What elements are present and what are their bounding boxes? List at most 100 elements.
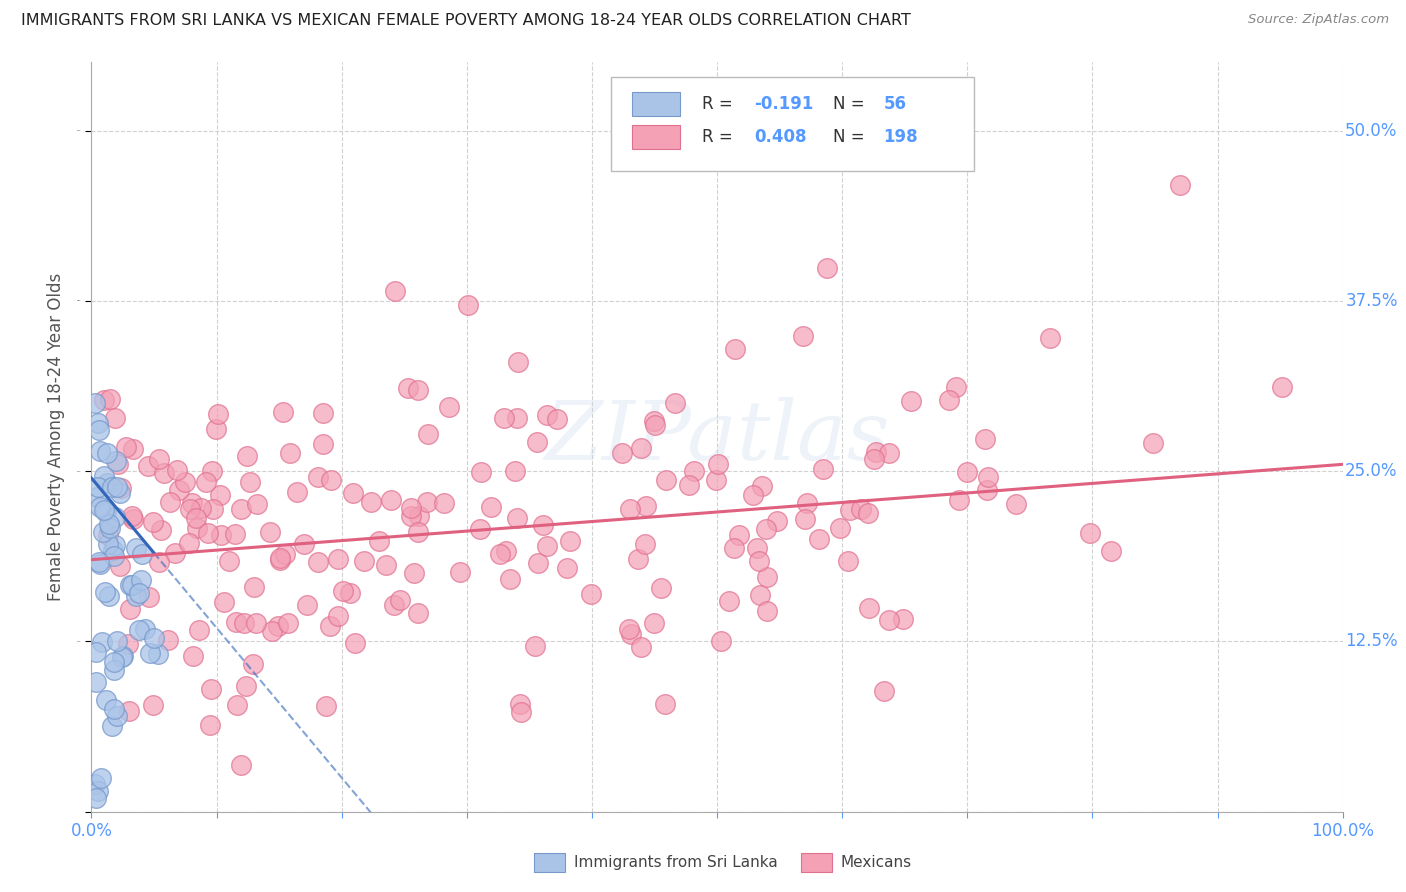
- Point: [205, 422, 228, 436]
- Point: [620, 627, 643, 641]
- Point: [509, 697, 531, 711]
- Point: [449, 565, 471, 579]
- Point: [811, 462, 834, 476]
- Point: [900, 394, 922, 409]
- Point: [742, 488, 765, 502]
- Point: [150, 524, 173, 538]
- Point: [245, 616, 267, 631]
- Point: [581, 587, 603, 601]
- Point: [360, 495, 382, 509]
- Point: [489, 547, 512, 561]
- Point: [388, 593, 411, 607]
- Point: [242, 657, 264, 672]
- Point: [856, 506, 879, 520]
- Point: [101, 479, 124, 493]
- Point: [89, 423, 111, 437]
- Point: [1078, 526, 1101, 541]
- Point: [499, 572, 522, 586]
- Point: [111, 649, 134, 664]
- Y-axis label: Female Poverty Among 18-24 Year Olds: Female Poverty Among 18-24 Year Olds: [48, 273, 66, 601]
- Point: [315, 698, 337, 713]
- Point: [246, 497, 269, 511]
- Point: [945, 380, 967, 394]
- Text: 50.0%: 50.0%: [1346, 121, 1398, 139]
- Point: [766, 514, 789, 528]
- Text: R =: R =: [702, 95, 738, 112]
- Point: [166, 463, 188, 477]
- Point: [891, 612, 914, 626]
- Point: [138, 590, 160, 604]
- Point: [277, 616, 299, 631]
- Point: [156, 633, 179, 648]
- Point: [524, 640, 547, 654]
- Point: [209, 528, 232, 542]
- Point: [401, 509, 423, 524]
- Point: [644, 417, 666, 432]
- Text: 0.408: 0.408: [755, 128, 807, 146]
- Point: [756, 570, 779, 584]
- Point: [98, 589, 121, 603]
- Point: [103, 655, 125, 669]
- Point: [728, 527, 751, 541]
- Point: [506, 511, 529, 525]
- Point: [1039, 331, 1062, 345]
- Point: [91, 635, 114, 649]
- Point: [683, 464, 706, 478]
- Point: [384, 284, 406, 298]
- Point: [650, 581, 672, 595]
- Point: [280, 446, 302, 460]
- Point: [506, 355, 529, 369]
- Point: [536, 408, 558, 422]
- Point: [148, 452, 170, 467]
- Point: [108, 558, 131, 573]
- Point: [408, 509, 430, 524]
- Point: [319, 619, 342, 633]
- Text: Source: ZipAtlas.com: Source: ZipAtlas.com: [1249, 13, 1389, 27]
- Point: [94, 585, 117, 599]
- Point: [229, 501, 252, 516]
- Point: [830, 521, 852, 535]
- Point: [273, 547, 295, 561]
- Text: Immigrants from Sri Lanka: Immigrants from Sri Lanka: [574, 855, 778, 870]
- Point: [406, 384, 429, 398]
- Point: [326, 609, 349, 624]
- Point: [610, 446, 633, 460]
- Point: [837, 554, 859, 568]
- Point: [269, 552, 291, 566]
- Point: [808, 532, 831, 546]
- Point: [195, 475, 218, 489]
- Point: [396, 381, 419, 395]
- Point: [745, 541, 768, 555]
- Point: [654, 697, 676, 711]
- Point: [307, 469, 329, 483]
- Point: [326, 552, 349, 566]
- Point: [104, 537, 127, 551]
- Point: [163, 546, 186, 560]
- Point: [796, 496, 818, 510]
- Point: [201, 464, 224, 478]
- Point: [526, 556, 548, 570]
- Point: [617, 623, 640, 637]
- Point: [181, 496, 204, 510]
- Point: [558, 533, 581, 548]
- Point: [468, 522, 491, 536]
- Point: [143, 631, 166, 645]
- Point: [169, 483, 191, 497]
- Point: [89, 443, 111, 458]
- Point: [267, 619, 290, 633]
- Point: [546, 411, 568, 425]
- Text: -0.191: -0.191: [755, 95, 814, 112]
- Point: [748, 554, 770, 568]
- Point: [751, 478, 773, 492]
- Point: [643, 414, 665, 428]
- Point: [84, 396, 107, 410]
- Point: [235, 679, 257, 693]
- Point: [128, 623, 150, 637]
- Point: [89, 557, 111, 571]
- Point: [339, 586, 361, 600]
- Point: [134, 622, 156, 636]
- Point: [103, 549, 125, 563]
- Point: [201, 502, 224, 516]
- Point: [526, 434, 548, 449]
- Point: [93, 468, 115, 483]
